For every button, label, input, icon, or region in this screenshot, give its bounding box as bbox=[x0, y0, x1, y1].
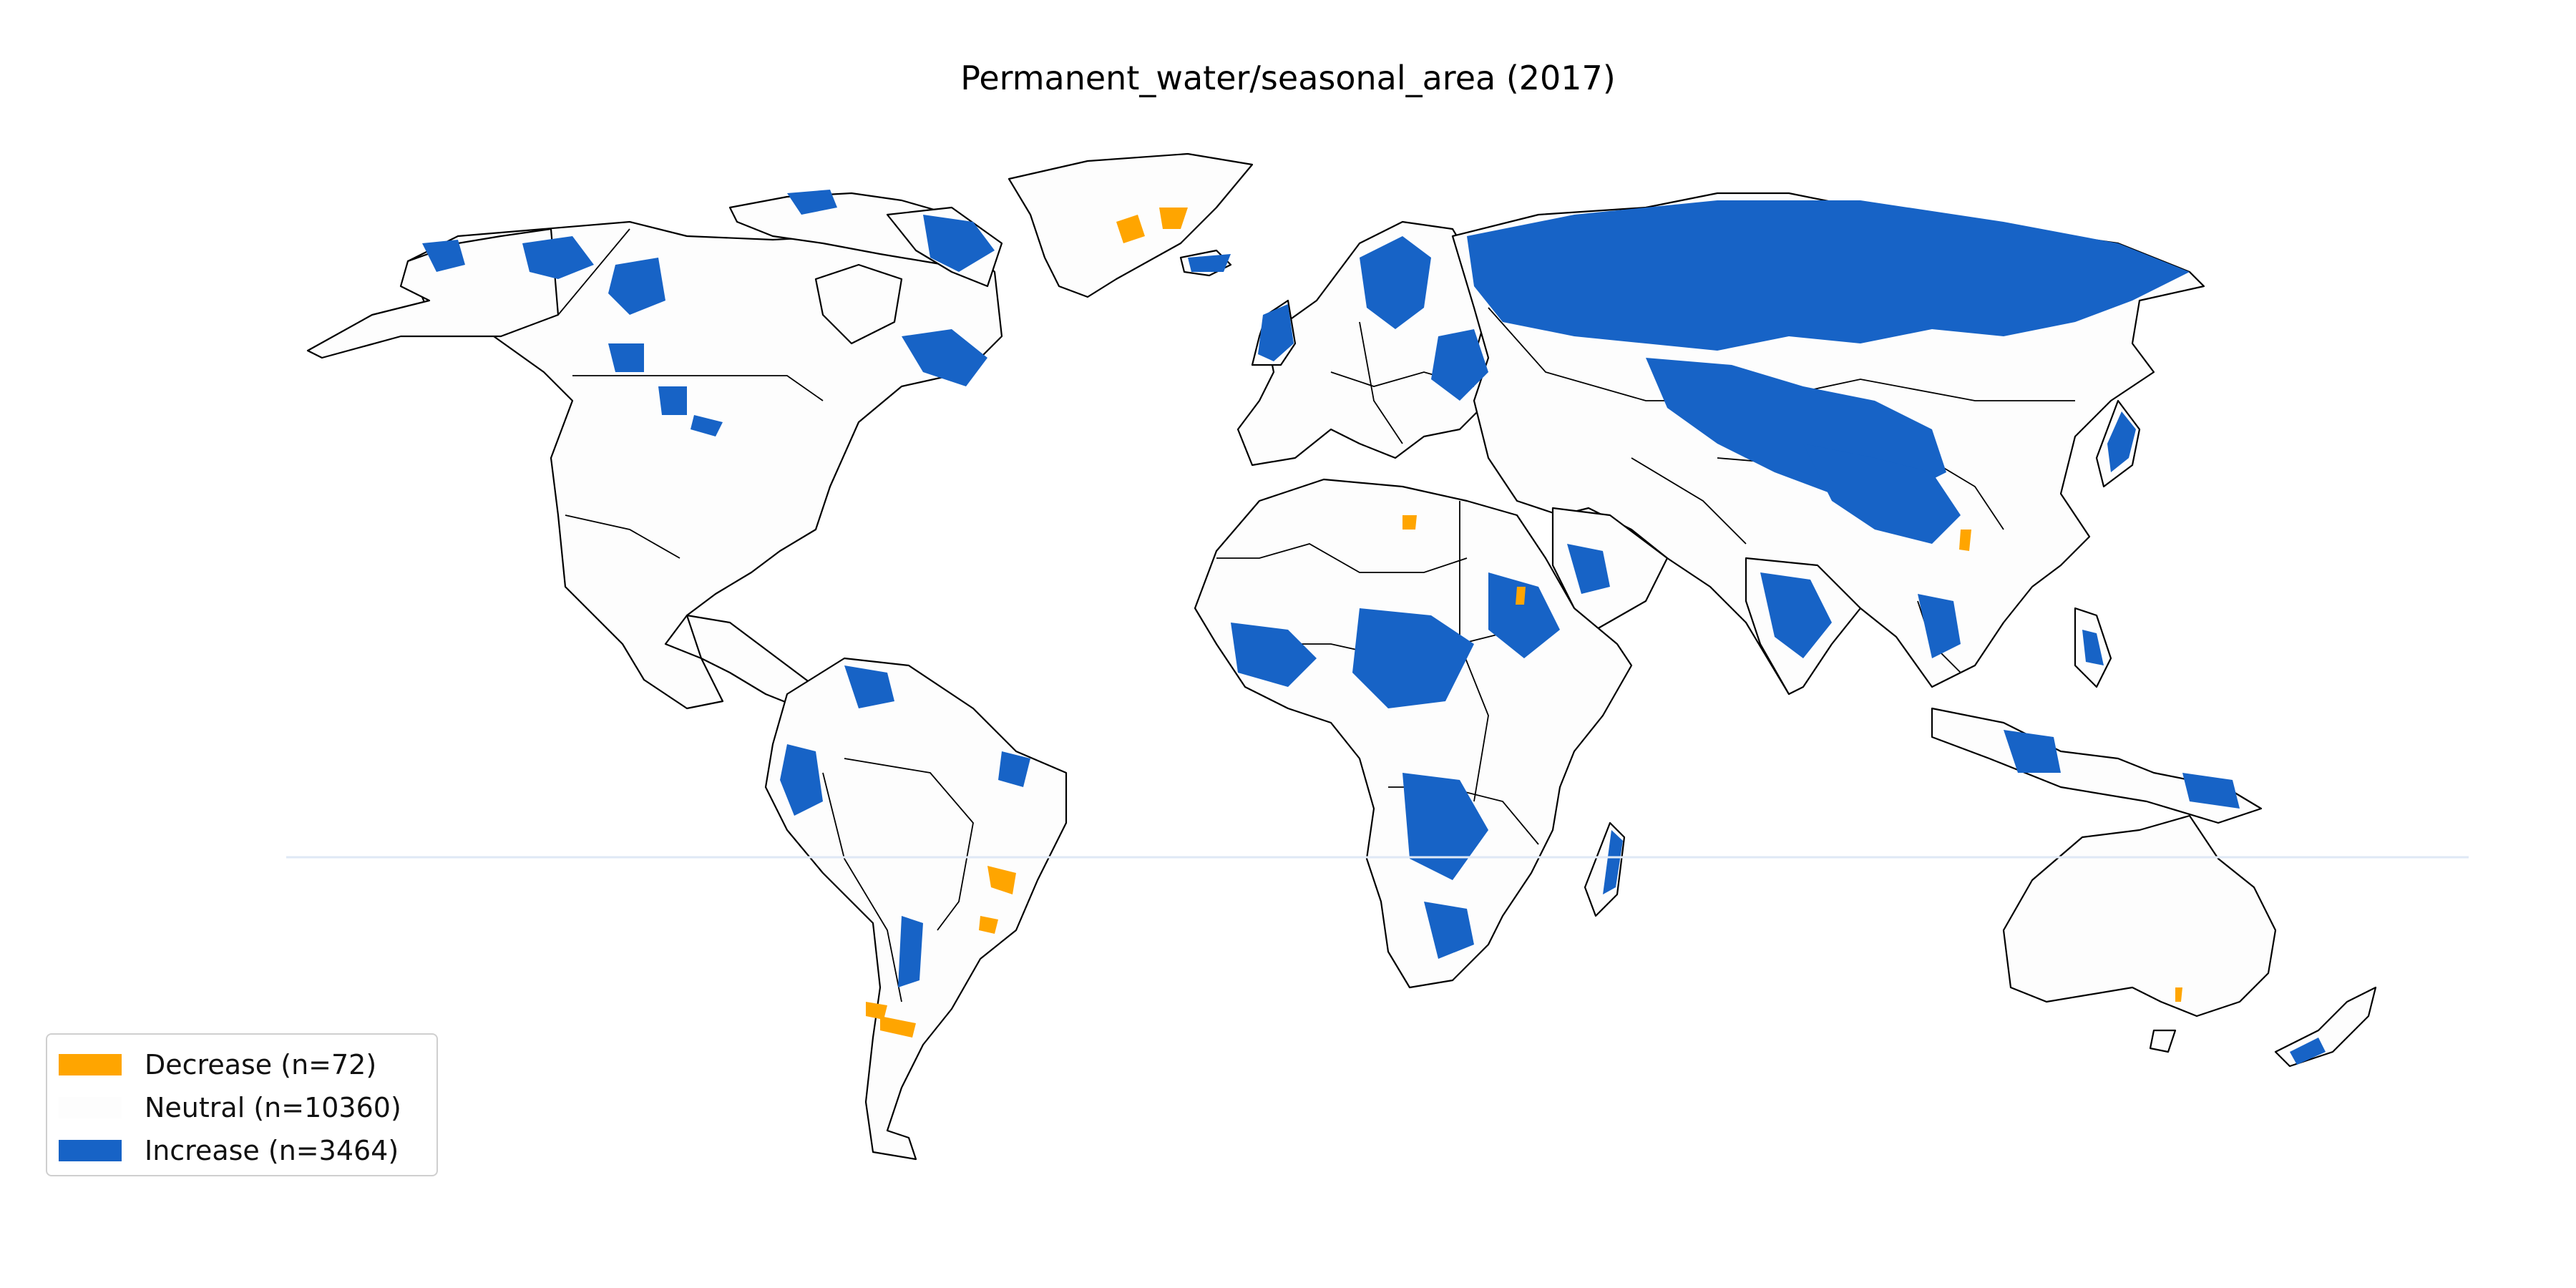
increase-na-3 bbox=[608, 343, 644, 372]
border-africa-sahara bbox=[1216, 543, 1468, 573]
decrease-sahara bbox=[1402, 515, 1417, 530]
decrease-argentina-1 bbox=[866, 1002, 887, 1020]
increase-philippines bbox=[2082, 630, 2104, 665]
decrease-greenland-1 bbox=[1116, 215, 1145, 243]
legend-item-neutral: Neutral (n=10360) bbox=[59, 1092, 401, 1123]
increase-indonesia-1 bbox=[2004, 730, 2061, 773]
increase-uk bbox=[1258, 304, 1294, 361]
decrease-china bbox=[1959, 530, 1971, 551]
increase-europe-east bbox=[1431, 329, 1488, 401]
increase-africa-west bbox=[1231, 623, 1317, 687]
land-arabia bbox=[1551, 507, 1669, 631]
legend-label-decrease: Decrease (n=72) bbox=[145, 1049, 377, 1080]
increase-sa-3 bbox=[898, 916, 923, 987]
increase-siberia bbox=[1467, 200, 2190, 351]
increase-scandinavia bbox=[1360, 236, 1431, 329]
increase-canada-2 bbox=[608, 258, 665, 315]
increase-arctic-1 bbox=[787, 190, 837, 215]
border-africa-vertical bbox=[1459, 501, 1489, 802]
decrease-australia bbox=[2175, 987, 2182, 1002]
map-title: Permanent_water/seasonal_area (2017) bbox=[960, 59, 1616, 97]
border-alaska-canada bbox=[557, 228, 630, 316]
decrease-greenland-2 bbox=[1159, 208, 1188, 229]
increase-na-2 bbox=[691, 415, 723, 436]
legend: Decrease (n=72) Neutral (n=10360) Increa… bbox=[46, 1033, 438, 1176]
increase-sa-4 bbox=[998, 751, 1030, 787]
land-indonesia bbox=[1931, 707, 2263, 824]
increase-na-1 bbox=[658, 386, 687, 415]
increase-indonesia-2 bbox=[2182, 773, 2240, 809]
border-europe-2 bbox=[1359, 321, 1403, 444]
decrease-brazil-1 bbox=[987, 866, 1016, 894]
increase-alaska bbox=[422, 240, 465, 272]
increase-new-zealand bbox=[2290, 1038, 2326, 1065]
border-andes bbox=[822, 772, 902, 1002]
land-new-zealand bbox=[2274, 986, 2377, 1068]
increase-madagascar bbox=[1603, 830, 1623, 894]
land-alaska bbox=[306, 228, 560, 359]
land-south-america bbox=[764, 657, 1068, 1161]
land-tasmania bbox=[2149, 1029, 2177, 1053]
increase-se-asia bbox=[1918, 594, 1961, 658]
decrease-sudan bbox=[1516, 587, 1526, 605]
legend-swatch-increase bbox=[59, 1140, 122, 1161]
increase-africa-east bbox=[1488, 572, 1560, 658]
increase-sa-2 bbox=[844, 665, 894, 708]
legend-label-neutral: Neutral (n=10360) bbox=[145, 1092, 401, 1123]
border-us-canada bbox=[572, 375, 824, 401]
border-brazil bbox=[844, 758, 974, 931]
increase-arctic-2 bbox=[923, 215, 995, 272]
land-island-a bbox=[814, 263, 903, 345]
legend-label-increase: Increase (n=3464) bbox=[145, 1135, 399, 1166]
legend-swatch-neutral bbox=[59, 1097, 122, 1118]
increase-africa-central bbox=[1352, 608, 1474, 708]
legend-item-increase: Increase (n=3464) bbox=[59, 1135, 399, 1166]
increase-china bbox=[1803, 444, 1961, 544]
increase-africa-south bbox=[1402, 773, 1488, 880]
increase-canada-3 bbox=[902, 329, 987, 386]
legend-item-decrease: Decrease (n=72) bbox=[59, 1049, 377, 1080]
land-australia bbox=[2002, 814, 2277, 1018]
border-us-mexico bbox=[565, 514, 680, 559]
increase-greenland-east bbox=[1188, 254, 1231, 272]
increase-africa-lower bbox=[1424, 902, 1474, 959]
increase-canada-1 bbox=[522, 236, 594, 279]
increase-india bbox=[1760, 572, 1832, 658]
increase-sa-1 bbox=[780, 744, 823, 816]
legend-swatch-decrease bbox=[59, 1054, 122, 1075]
increase-arabia bbox=[1567, 544, 1610, 594]
decrease-brazil-2 bbox=[979, 916, 998, 934]
decrease-argentina-2 bbox=[880, 1016, 916, 1038]
increase-japan bbox=[2107, 411, 2136, 472]
border-central-asia bbox=[1631, 457, 1747, 545]
